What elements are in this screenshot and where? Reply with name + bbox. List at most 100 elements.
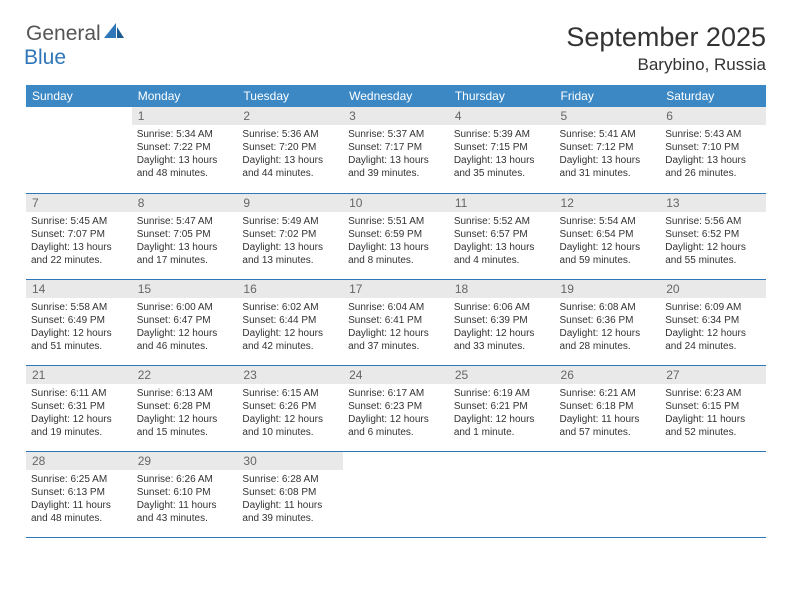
day-number: 19 [555,280,661,298]
day-details: Sunrise: 5:56 AMSunset: 6:52 PMDaylight:… [660,212,766,269]
day-cell: 25Sunrise: 6:19 AMSunset: 6:21 PMDayligh… [449,365,555,451]
sunset: Sunset: 6:47 PM [137,314,233,327]
daylight: Daylight: 12 hours and 42 minutes. [242,327,338,353]
day-details: Sunrise: 5:34 AMSunset: 7:22 PMDaylight:… [132,125,238,182]
day-number: 30 [237,452,343,470]
week-row: 7Sunrise: 5:45 AMSunset: 7:07 PMDaylight… [26,193,766,279]
sunset: Sunset: 7:10 PM [665,141,761,154]
daylight: Daylight: 12 hours and 59 minutes. [560,241,656,267]
day-cell: 21Sunrise: 6:11 AMSunset: 6:31 PMDayligh… [26,365,132,451]
day-number: 27 [660,366,766,384]
day-cell [660,451,766,537]
dow-mon: Monday [132,85,238,107]
daylight: Daylight: 13 hours and 48 minutes. [137,154,233,180]
sunrise: Sunrise: 5:56 AM [665,215,761,228]
sunrise: Sunrise: 5:45 AM [31,215,127,228]
day-number [449,452,555,470]
sunrise: Sunrise: 5:54 AM [560,215,656,228]
sunrise: Sunrise: 6:09 AM [665,301,761,314]
daylight: Daylight: 12 hours and 37 minutes. [348,327,444,353]
day-number: 6 [660,107,766,125]
sunset: Sunset: 6:08 PM [242,486,338,499]
day-number: 2 [237,107,343,125]
sunset: Sunset: 7:22 PM [137,141,233,154]
day-cell: 23Sunrise: 6:15 AMSunset: 6:26 PMDayligh… [237,365,343,451]
day-cell: 30Sunrise: 6:28 AMSunset: 6:08 PMDayligh… [237,451,343,537]
day-cell: 16Sunrise: 6:02 AMSunset: 6:44 PMDayligh… [237,279,343,365]
sunrise: Sunrise: 5:47 AM [137,215,233,228]
day-number [660,452,766,470]
sunrise: Sunrise: 6:19 AM [454,387,550,400]
day-cell [26,107,132,193]
day-number: 18 [449,280,555,298]
day-cell: 4Sunrise: 5:39 AMSunset: 7:15 PMDaylight… [449,107,555,193]
daylight: Daylight: 12 hours and 10 minutes. [242,413,338,439]
daylight: Daylight: 12 hours and 1 minute. [454,413,550,439]
day-cell: 20Sunrise: 6:09 AMSunset: 6:34 PMDayligh… [660,279,766,365]
day-number: 23 [237,366,343,384]
day-cell: 17Sunrise: 6:04 AMSunset: 6:41 PMDayligh… [343,279,449,365]
daylight: Daylight: 12 hours and 19 minutes. [31,413,127,439]
day-cell: 6 Sunrise: 5:43 AMSunset: 7:10 PMDaylight… [660,107,766,193]
day-number: 29 [132,452,238,470]
day-number: 13 [660,194,766,212]
sunrise: Sunrise: 5:37 AM [348,128,444,141]
day-details: Sunrise: 6:02 AMSunset: 6:44 PMDaylight:… [237,298,343,355]
sunrise: Sunrise: 6:04 AM [348,301,444,314]
daylight: Daylight: 13 hours and 26 minutes. [665,154,761,180]
daylight: Daylight: 12 hours and 24 minutes. [665,327,761,353]
sunrise: Sunrise: 6:25 AM [31,473,127,486]
day-details: Sunrise: 5:39 AMSunset: 7:15 PMDaylight:… [449,125,555,182]
sunset: Sunset: 6:49 PM [31,314,127,327]
sunset: Sunset: 6:21 PM [454,400,550,413]
day-details: Sunrise: 6:17 AMSunset: 6:23 PMDaylight:… [343,384,449,441]
day-details: Sunrise: 6:04 AMSunset: 6:41 PMDaylight:… [343,298,449,355]
day-number: 16 [237,280,343,298]
sunrise: Sunrise: 5:49 AM [242,215,338,228]
day-number: 22 [132,366,238,384]
day-details: Sunrise: 6:09 AMSunset: 6:34 PMDaylight:… [660,298,766,355]
day-details: Sunrise: 5:41 AMSunset: 7:12 PMDaylight:… [555,125,661,182]
day-details: Sunrise: 6:06 AMSunset: 6:39 PMDaylight:… [449,298,555,355]
sunrise: Sunrise: 6:28 AM [242,473,338,486]
daylight: Daylight: 12 hours and 55 minutes. [665,241,761,267]
sunrise: Sunrise: 5:52 AM [454,215,550,228]
day-details: Sunrise: 5:52 AMSunset: 6:57 PMDaylight:… [449,212,555,269]
day-number: 1 [132,107,238,125]
daylight: Daylight: 13 hours and 44 minutes. [242,154,338,180]
daylight: Daylight: 12 hours and 51 minutes. [31,327,127,353]
daylight: Daylight: 13 hours and 8 minutes. [348,241,444,267]
sunset: Sunset: 6:44 PM [242,314,338,327]
sunrise: Sunrise: 6:00 AM [137,301,233,314]
day-cell: 14Sunrise: 5:58 AMSunset: 6:49 PMDayligh… [26,279,132,365]
week-row: 21Sunrise: 6:11 AMSunset: 6:31 PMDayligh… [26,365,766,451]
dow-fri: Friday [555,85,661,107]
sunrise: Sunrise: 6:21 AM [560,387,656,400]
day-number: 28 [26,452,132,470]
dow-thu: Thursday [449,85,555,107]
sunrise: Sunrise: 6:06 AM [454,301,550,314]
dow-sun: Sunday [26,85,132,107]
day-details: Sunrise: 6:28 AMSunset: 6:08 PMDaylight:… [237,470,343,527]
sunset: Sunset: 6:18 PM [560,400,656,413]
header: General Blue September 2025 Barybino, Ru… [26,22,766,75]
dow-wed: Wednesday [343,85,449,107]
sunrise: Sunrise: 6:02 AM [242,301,338,314]
daylight: Daylight: 12 hours and 46 minutes. [137,327,233,353]
title-block: September 2025 Barybino, Russia [566,22,766,75]
day-details: Sunrise: 5:36 AMSunset: 7:20 PMDaylight:… [237,125,343,182]
sunset: Sunset: 6:26 PM [242,400,338,413]
day-cell: 5Sunrise: 5:41 AMSunset: 7:12 PMDaylight… [555,107,661,193]
day-cell: 29Sunrise: 6:26 AMSunset: 6:10 PMDayligh… [132,451,238,537]
sunrise: Sunrise: 5:51 AM [348,215,444,228]
day-number: 9 [237,194,343,212]
sunrise: Sunrise: 6:13 AM [137,387,233,400]
week-row: 28Sunrise: 6:25 AMSunset: 6:13 PMDayligh… [26,451,766,537]
sunset: Sunset: 6:52 PM [665,228,761,241]
dow-sat: Saturday [660,85,766,107]
sunrise: Sunrise: 6:26 AM [137,473,233,486]
day-number: 21 [26,366,132,384]
sunrise: Sunrise: 5:43 AM [665,128,761,141]
day-cell: 8Sunrise: 5:47 AMSunset: 7:05 PMDaylight… [132,193,238,279]
day-cell: 27Sunrise: 6:23 AMSunset: 6:15 PMDayligh… [660,365,766,451]
